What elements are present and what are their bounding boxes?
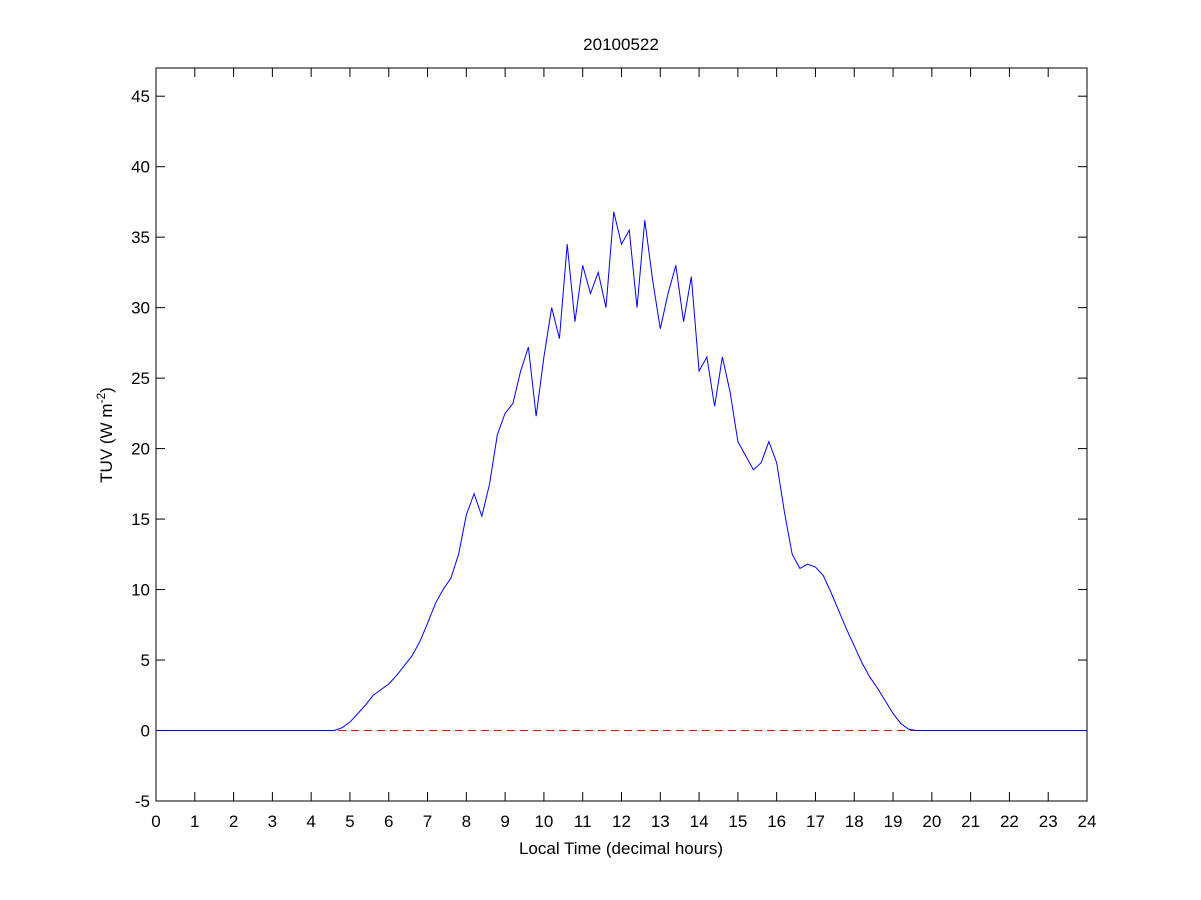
- y-label-text: TUV (W m: [97, 404, 116, 483]
- x-tick-label: 19: [884, 812, 903, 831]
- y-tick-label: 20: [131, 440, 150, 459]
- y-tick-label: 15: [131, 510, 150, 529]
- y-tick-label: 35: [131, 228, 150, 247]
- x-tick-label: 23: [1039, 812, 1058, 831]
- y-tick-label: -5: [135, 792, 150, 811]
- x-tick-label: 2: [229, 812, 238, 831]
- x-tick-label: 18: [845, 812, 864, 831]
- x-tick-label: 0: [151, 812, 160, 831]
- x-tick-label: 22: [1000, 812, 1019, 831]
- y-tick-label: 5: [141, 651, 150, 670]
- y-tick-label: 40: [131, 158, 150, 177]
- x-tick-label: 21: [961, 812, 980, 831]
- x-tick-label: 4: [306, 812, 315, 831]
- x-tick-label: 20: [922, 812, 941, 831]
- x-tick-label: 13: [651, 812, 670, 831]
- x-tick-label: 24: [1078, 812, 1097, 831]
- y-tick-label: 10: [131, 581, 150, 600]
- plot-area: [155, 67, 1088, 802]
- y-tick-label: 0: [141, 722, 150, 741]
- x-tick-label: 5: [345, 812, 354, 831]
- y-label-suffix: ): [97, 387, 116, 393]
- x-tick-label: 3: [268, 812, 277, 831]
- x-tick-label: 1: [190, 812, 199, 831]
- x-tick-label: 14: [690, 812, 709, 831]
- y-tick-label: 30: [131, 299, 150, 318]
- x-tick-label: 17: [806, 812, 825, 831]
- y-label-superscript: -2: [94, 393, 108, 404]
- x-tick-label: 16: [767, 812, 786, 831]
- y-tick-label: 45: [131, 87, 150, 106]
- x-tick-label: 11: [574, 812, 592, 831]
- x-tick-label: 6: [384, 812, 393, 831]
- x-tick-label: 15: [728, 812, 747, 831]
- data-line: [156, 211, 1087, 732]
- chart-title: 20100522: [583, 35, 659, 54]
- x-tick-label: 7: [423, 812, 432, 831]
- x-axis-label: Local Time (decimal hours): [519, 839, 723, 858]
- x-tick-label: 12: [612, 812, 631, 831]
- x-tick-label: 9: [500, 812, 509, 831]
- y-tick-label: 25: [131, 369, 150, 388]
- x-tick-label: 10: [534, 812, 553, 831]
- y-axis-label: TUV (W m-2): [94, 387, 116, 483]
- x-tick-label: 8: [462, 812, 471, 831]
